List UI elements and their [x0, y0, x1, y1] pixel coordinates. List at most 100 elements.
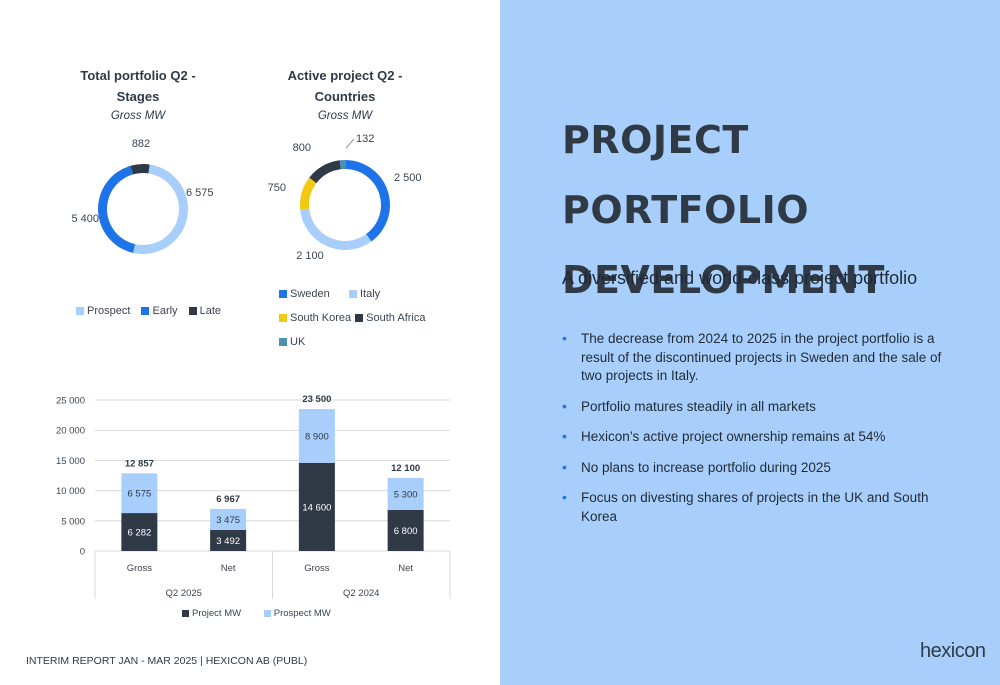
bullet-text: Focus on divesting shares of projects in…: [581, 490, 929, 524]
legend-item-prospect: Prospect: [76, 305, 130, 317]
donut-value-label: 750: [268, 182, 286, 194]
bar-value-label: 6 800: [394, 526, 418, 537]
y-tick-label: 15 000: [56, 456, 85, 467]
donut-value-label: 800: [293, 142, 311, 154]
donut-value-label: 5 400: [71, 213, 99, 225]
bar-total-label: 12 100: [391, 463, 420, 474]
footer-text: INTERIM REPORT JAN - MAR 2025 | HEXICON …: [26, 655, 308, 667]
legend-swatch: [279, 338, 287, 346]
bullet-item: • Focus on divesting shares of projects i…: [562, 489, 962, 526]
legend-label: Prospect: [87, 305, 131, 317]
legend-swatch: [355, 314, 364, 322]
donut-slice-late: [130, 164, 150, 175]
bullet-item: • The decrease from 2024 to 2025 in the p…: [562, 330, 962, 386]
donut-value-label: 132: [356, 133, 374, 145]
legend-swatch: [188, 307, 197, 315]
bullet-text: Hexicon’s active project ownership remai…: [581, 429, 886, 444]
donut1-subtitle: Gross MW: [110, 110, 166, 122]
bar-segment-project-mw: [387, 509, 424, 551]
bar-value-label: 3 492: [216, 536, 240, 547]
page-title: PROJECT PORTFOLIO DEVELOPMENT: [562, 105, 982, 315]
legend-item-uk: UK: [279, 336, 305, 348]
donut1-title: Total portfolio Q2 - Stages: [58, 65, 218, 107]
y-tick-label: 25 000: [56, 396, 85, 407]
bullet-dot-icon: •: [562, 458, 567, 475]
y-tick-label: 20 000: [56, 426, 85, 437]
bar-value-label: 14 600: [302, 502, 331, 513]
legend-item-south-africa: South Africa: [355, 312, 425, 324]
legend-label: South Korea: [290, 312, 352, 324]
donut2-legend: Sweden Italy South Korea South Africa UK: [279, 288, 449, 360]
bullet-item: • Hexicon’s active project ownership rema…: [562, 428, 962, 447]
bar-segment-project-mw: [121, 513, 158, 551]
bar-segment-prospect-mw: [387, 477, 424, 510]
legend-swatch: [182, 610, 189, 617]
hexicon-logo: hexicon: [920, 640, 986, 662]
legend-swatch: [279, 290, 287, 298]
y-tick-label: 5 000: [61, 516, 85, 527]
legend-swatch: [279, 314, 287, 322]
bullet-dot-icon: •: [562, 489, 567, 505]
bullet-text: No plans to increase portfolio during 20…: [581, 459, 831, 475]
bar-value-label: 8 900: [305, 431, 329, 442]
bar-segment-prospect-mw: [121, 473, 158, 514]
legend-item-late: Late: [188, 305, 221, 317]
donut-slice-italy: [300, 208, 372, 251]
legend-swatch: [263, 610, 271, 617]
page-title-line2: DEVELOPMENT: [562, 258, 885, 302]
legend-item-south-korea: South Korea: [279, 312, 351, 324]
legend-swatch: [349, 290, 357, 298]
bar-value-label: 3 475: [216, 515, 240, 526]
bar-segment-project-mw: [298, 462, 335, 551]
y-tick-label: 10 000: [56, 486, 85, 497]
bullet-item: • Portfolio matures steadily in all marke…: [562, 398, 962, 417]
y-tick-label: 0: [80, 547, 85, 558]
legend-label: Project MW: [192, 608, 242, 619]
bar-total-label: 12 857: [125, 458, 154, 469]
bar-segment-prospect-mw: [298, 409, 335, 463]
donut1-title-text: Total portfolio Q2 - Stages: [80, 68, 196, 104]
charts-panel: Total portfolio Q2 - Stages Gross MW Act…: [26, 65, 451, 667]
bar-legend: Project MW Prospect MW: [182, 608, 339, 620]
x-category-label: Gross: [304, 563, 330, 574]
donut-value-label: 2 500: [394, 172, 422, 184]
legend-swatch: [141, 307, 150, 315]
donut-slice-early: [98, 165, 136, 253]
bullet-list: • The decrease from 2024 to 2025 in the p…: [562, 330, 962, 538]
bar-value-label: 6 282: [127, 528, 151, 539]
donut-value-label: 882: [132, 138, 150, 150]
page-title-line1: PROJECT PORTFOLIO: [562, 118, 810, 232]
donut1-legend: Prospect Early Late: [76, 305, 276, 318]
donut-slice-prospect: [133, 164, 188, 254]
legend-label: Italy: [360, 288, 381, 300]
legend-label: Sweden: [290, 288, 330, 300]
legend-label: South Africa: [366, 312, 426, 324]
legend-label: Prospect MW: [273, 608, 331, 619]
donut-slice-uk: [339, 160, 346, 170]
donut2-title: Active project Q2 - Countries: [270, 65, 420, 107]
legend-swatch: [76, 307, 84, 315]
donut2-title-text: Active project Q2 - Countries: [287, 68, 403, 104]
x-group-label: Q2 2024: [343, 588, 379, 599]
bar-value-label: 5 300: [394, 489, 418, 500]
donut-value-label: 6 575: [186, 187, 214, 199]
x-category-label: Net: [398, 563, 413, 574]
x-category-label: Net: [221, 563, 236, 574]
donut-slice-south-korea: [300, 177, 317, 210]
stacked-bar-chart: 0 5 000 10 000 15 000 20 000 25 000 6 282 6 575…: [56, 394, 451, 599]
bullet-text: Portfolio matures steadily in all market…: [581, 398, 816, 414]
legend-item-italy: Italy: [349, 288, 380, 300]
donut-slice-sweden: [345, 160, 390, 242]
bullet-item: • No plans to increase portfolio during 2…: [562, 459, 962, 478]
donut-value-label: 2 100: [296, 250, 324, 262]
legend-item-early: Early: [141, 305, 178, 317]
bar-total-label: 23 500: [302, 394, 331, 405]
legend-item-project-mw: Project MW: [182, 608, 241, 619]
bar-total-label: 6 967: [216, 494, 240, 505]
subheading: A diversified and world-class project po…: [562, 268, 918, 288]
bullet-text: The decrease from 2024 to 2025 in the pr…: [581, 331, 942, 383]
x-group-label: Q2 2025: [166, 588, 202, 599]
bullet-dot-icon: •: [562, 397, 567, 414]
legend-label: Early: [152, 305, 178, 317]
donut2-subtitle: Gross MW: [317, 110, 373, 122]
